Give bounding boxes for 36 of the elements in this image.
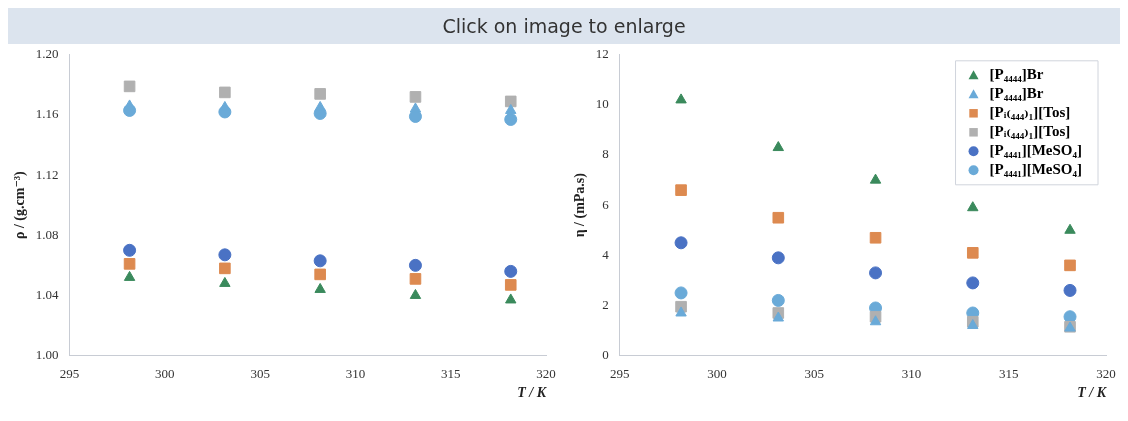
x-axis-title: T / K [1077,385,1108,401]
y-tick-label: 2 [602,296,609,312]
y-tick-label: 1.20 [35,46,59,62]
x-axis-title: T / K [517,385,548,401]
y-tick-label: 0 [602,347,609,363]
y-tick-label: 6 [602,196,610,212]
legend-label: [P₄₄₄₁][MeSO₄] [989,161,1083,178]
x-tick-label: 310 [345,365,366,381]
x-tick-label: 305 [250,365,270,381]
x-tick-label: 320 [1096,365,1116,381]
y-tick-label: 1.08 [35,226,59,242]
y-tick-label: 8 [602,146,609,162]
y-tick-label: 12 [595,46,609,62]
y-axis-title: ρ / (g.cm⁻³) [12,171,29,240]
legend-label: [P₄₄₄₁][MeSO₄] [989,142,1083,159]
y-tick-label: 1.12 [35,166,59,182]
y-axis-title: η / (mPa.s) [572,172,589,238]
y-tick-label: 10 [595,96,609,112]
x-tick-label: 310 [901,365,922,381]
y-tick-label: 4 [602,246,610,262]
x-tick-label: 300 [707,365,727,381]
x-tick-label: 300 [155,365,175,381]
x-tick-label: 295 [59,365,80,381]
legend-label: [Pᵢ₍₄₄₄₎₁][Tos] [989,123,1071,140]
x-tick-label: 295 [610,365,630,381]
legend-label: [P₄₄₄₄]Br [989,85,1044,102]
y-tick-label: 1.04 [35,286,60,302]
text: Click on image to enlarge [442,15,686,37]
x-tick-label: 305 [804,365,825,381]
x-tick-label: 320 [536,365,556,381]
x-tick-label: 315 [999,365,1019,381]
legend-label: [Pᵢ₍₄₄₄₎₁][Tos] [989,104,1071,121]
y-tick-label: 1.16 [35,106,60,122]
legend-label: [P₄₄₄₄]Br [989,66,1044,83]
x-tick-label: 315 [440,365,461,381]
y-tick-label: 1.00 [35,347,59,363]
